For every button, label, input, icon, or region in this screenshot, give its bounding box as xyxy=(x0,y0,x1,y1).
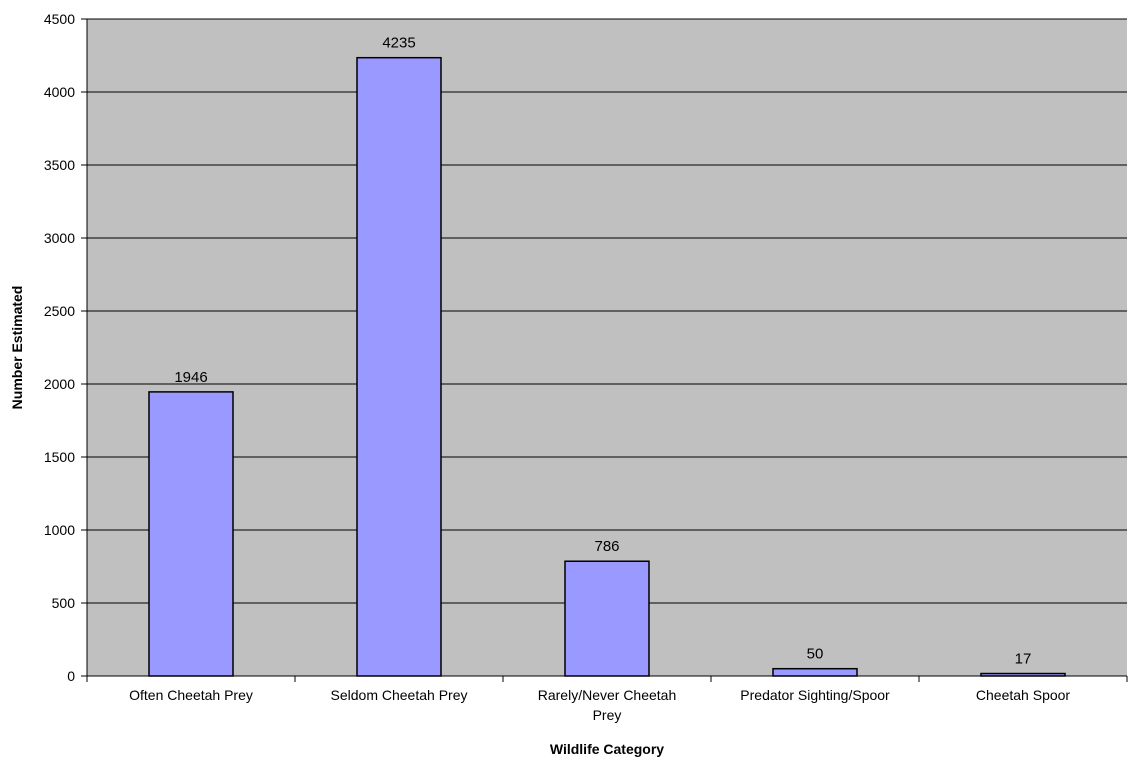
x-tick-label-line: Seldom Cheetah Prey xyxy=(331,687,468,703)
y-tick-label-4500: 4500 xyxy=(44,11,75,27)
x-tick-label-line: Often Cheetah Prey xyxy=(129,687,253,703)
y-tick-label-4000: 4000 xyxy=(44,84,75,100)
bars xyxy=(148,56,1066,677)
y-tick-labels: 0 500 1000 1500 2000 2500 3000 3500 4000 4500 xyxy=(44,11,75,684)
x-tick-label-2: Rarely/Never Cheetah Prey xyxy=(538,687,677,723)
bar-0 xyxy=(148,391,234,677)
data-label-1: 4235 xyxy=(382,35,415,52)
bar-1 xyxy=(356,56,442,677)
y-tick-label-3500: 3500 xyxy=(44,157,75,173)
data-labels: 1946 4235 786 50 17 xyxy=(174,35,1031,668)
y-tick-label-0: 0 xyxy=(67,668,75,684)
data-label-3: 50 xyxy=(807,646,824,663)
y-axis-title: Number Estimated xyxy=(9,286,25,410)
y-tick-label-1000: 1000 xyxy=(44,522,75,538)
x-tick-label-line: Prey xyxy=(593,707,622,723)
x-tick-label-line: Cheetah Spoor xyxy=(976,687,1071,703)
bar-2 xyxy=(564,560,650,677)
axes xyxy=(81,18,1128,682)
y-tick-label-1500: 1500 xyxy=(44,449,75,465)
data-label-2: 786 xyxy=(594,538,619,555)
x-tick-label-4: Cheetah Spoor xyxy=(976,687,1071,703)
x-axis-title: Wildlife Category xyxy=(550,741,664,757)
x-tick-labels: Often Cheetah Prey Seldom Cheetah Prey Rar… xyxy=(129,687,1070,723)
y-tick-label-2500: 2500 xyxy=(44,303,75,319)
y-tick-label-500: 500 xyxy=(52,595,76,611)
x-tick-label-line: Rarely/Never Cheetah xyxy=(538,687,677,703)
y-tick-label-2000: 2000 xyxy=(44,376,75,392)
x-tick-label-line: Predator Sighting/Spoor xyxy=(740,687,890,703)
data-label-0: 1946 xyxy=(174,369,207,386)
x-tick-label-3: Predator Sighting/Spoor xyxy=(740,687,890,703)
y-tick-label-3000: 3000 xyxy=(44,230,75,246)
x-tick-label-0: Often Cheetah Prey xyxy=(129,687,253,703)
gridlines xyxy=(87,18,1127,604)
x-tick-label-1: Seldom Cheetah Prey xyxy=(331,687,468,703)
bar-3 xyxy=(772,667,858,677)
data-label-4: 17 xyxy=(1015,651,1032,668)
